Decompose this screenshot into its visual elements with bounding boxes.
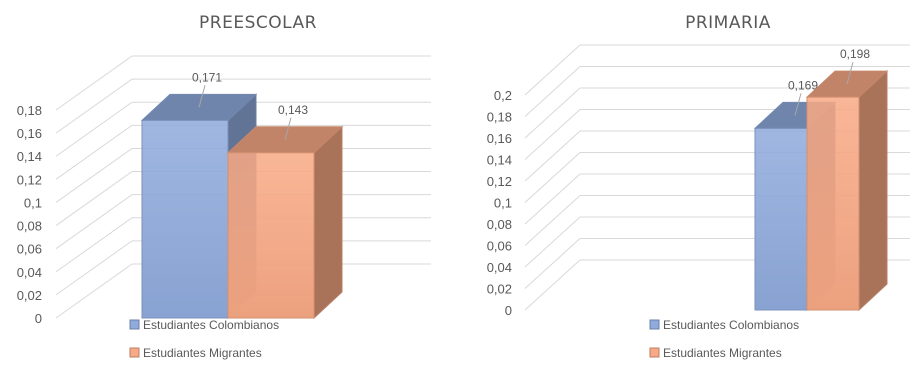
- gridline-depth: [55, 217, 133, 273]
- chart-primaria: PRIMARIA 0 0,02 0,04 0,06 0,08 0,1 0,12 0,14 0,16…: [487, 13, 910, 360]
- chart-preescolar: PREESCOLAR 0 0,02 0,04 0,06 0,08 0,1 0,12 0,14 0,…: [17, 13, 431, 360]
- y-tick-label: 0,04: [17, 265, 42, 280]
- chart-title: PRIMARIA: [685, 13, 771, 33]
- gridline-depth: [524, 238, 581, 289]
- data-label-leader: [198, 85, 206, 108]
- gridline-depth: [55, 78, 133, 134]
- bar-side: [858, 70, 888, 312]
- gridline-depth: [524, 259, 581, 311]
- y-tick-label: 0,04: [487, 260, 512, 275]
- y-tick-label: 0,2: [494, 88, 512, 103]
- legend-label: Estudiantes Migrantes: [143, 346, 262, 360]
- legend-swatch: [129, 319, 140, 330]
- gridline-depth: [524, 130, 581, 182]
- legend-label: Estudiantes Colombianos: [143, 318, 279, 332]
- data-label-leader: [284, 117, 292, 140]
- gridline-depth: [524, 44, 581, 96]
- y-tick-label: 0: [35, 311, 42, 326]
- legend-item: Estudiantes Migrantes: [649, 346, 782, 360]
- y-tick-label: 0,14: [487, 153, 512, 168]
- legend-swatch: [129, 347, 140, 358]
- gridline-depth: [55, 101, 133, 157]
- gridline-depth: [55, 55, 133, 111]
- bar-front: [227, 152, 315, 319]
- gridline-depth: [524, 173, 581, 225]
- y-tick-label: 0,1: [494, 196, 512, 211]
- y-tick-label: 0,06: [487, 239, 512, 254]
- y-tick-label: 0,18: [487, 110, 512, 125]
- legend-label: Estudiantes Migrantes: [663, 346, 782, 360]
- gridline-depth: [55, 263, 133, 319]
- legend-item: Estudiantes Colombianos: [649, 318, 799, 332]
- gridline-depth: [524, 216, 581, 268]
- y-tick-label: 0,08: [487, 217, 512, 232]
- y-tick-label: 0,08: [17, 219, 42, 234]
- bar-migrantes: [805, 70, 889, 312]
- gridline-depth: [55, 171, 133, 226]
- bar-front: [754, 127, 808, 311]
- y-tick-label: 0,16: [17, 126, 42, 141]
- y-tick-label: 0: [505, 303, 512, 318]
- data-label: 0,198: [840, 47, 870, 61]
- data-label: 0,143: [278, 103, 308, 117]
- y-tick-label: 0,18: [17, 103, 42, 118]
- y-tick-label: 0,06: [17, 242, 42, 257]
- legend-label: Estudiantes Colombianos: [663, 318, 799, 332]
- legend-item: Estudiantes Colombianos: [129, 318, 279, 332]
- chart-title: PREESCOLAR: [199, 13, 317, 33]
- data-label: 0,169: [788, 78, 818, 92]
- gridline-depth: [55, 240, 133, 296]
- bar-front: [806, 96, 860, 311]
- data-label-leader: [794, 93, 802, 116]
- legend-item: Estudiantes Migrantes: [129, 346, 262, 360]
- bar-migrantes: [226, 125, 344, 320]
- gridline-depth: [55, 194, 133, 250]
- gridline-depth: [55, 148, 133, 203]
- data-label: 0,171: [192, 70, 222, 84]
- legend-swatch: [649, 347, 660, 358]
- gridline-depth: [524, 195, 581, 246]
- y-tick-label: 0,16: [487, 131, 512, 146]
- y-tick-label: 0,14: [17, 149, 42, 164]
- bar-front: [141, 119, 229, 319]
- gridline-depth: [55, 124, 133, 180]
- gridline-depth: [524, 109, 581, 160]
- y-tick-label: 0,1: [24, 195, 42, 210]
- y-tick-label: 0,12: [487, 174, 512, 189]
- y-tick-label: 0,12: [17, 172, 42, 187]
- gridline-depth: [524, 87, 581, 139]
- y-tick-label: 0,02: [487, 282, 512, 297]
- bar-side: [313, 125, 343, 320]
- gridline-depth: [524, 152, 581, 203]
- data-label-leader: [846, 62, 854, 85]
- legend-swatch: [649, 319, 660, 330]
- gridline-depth: [524, 66, 581, 117]
- y-tick-label: 0,02: [17, 288, 42, 303]
